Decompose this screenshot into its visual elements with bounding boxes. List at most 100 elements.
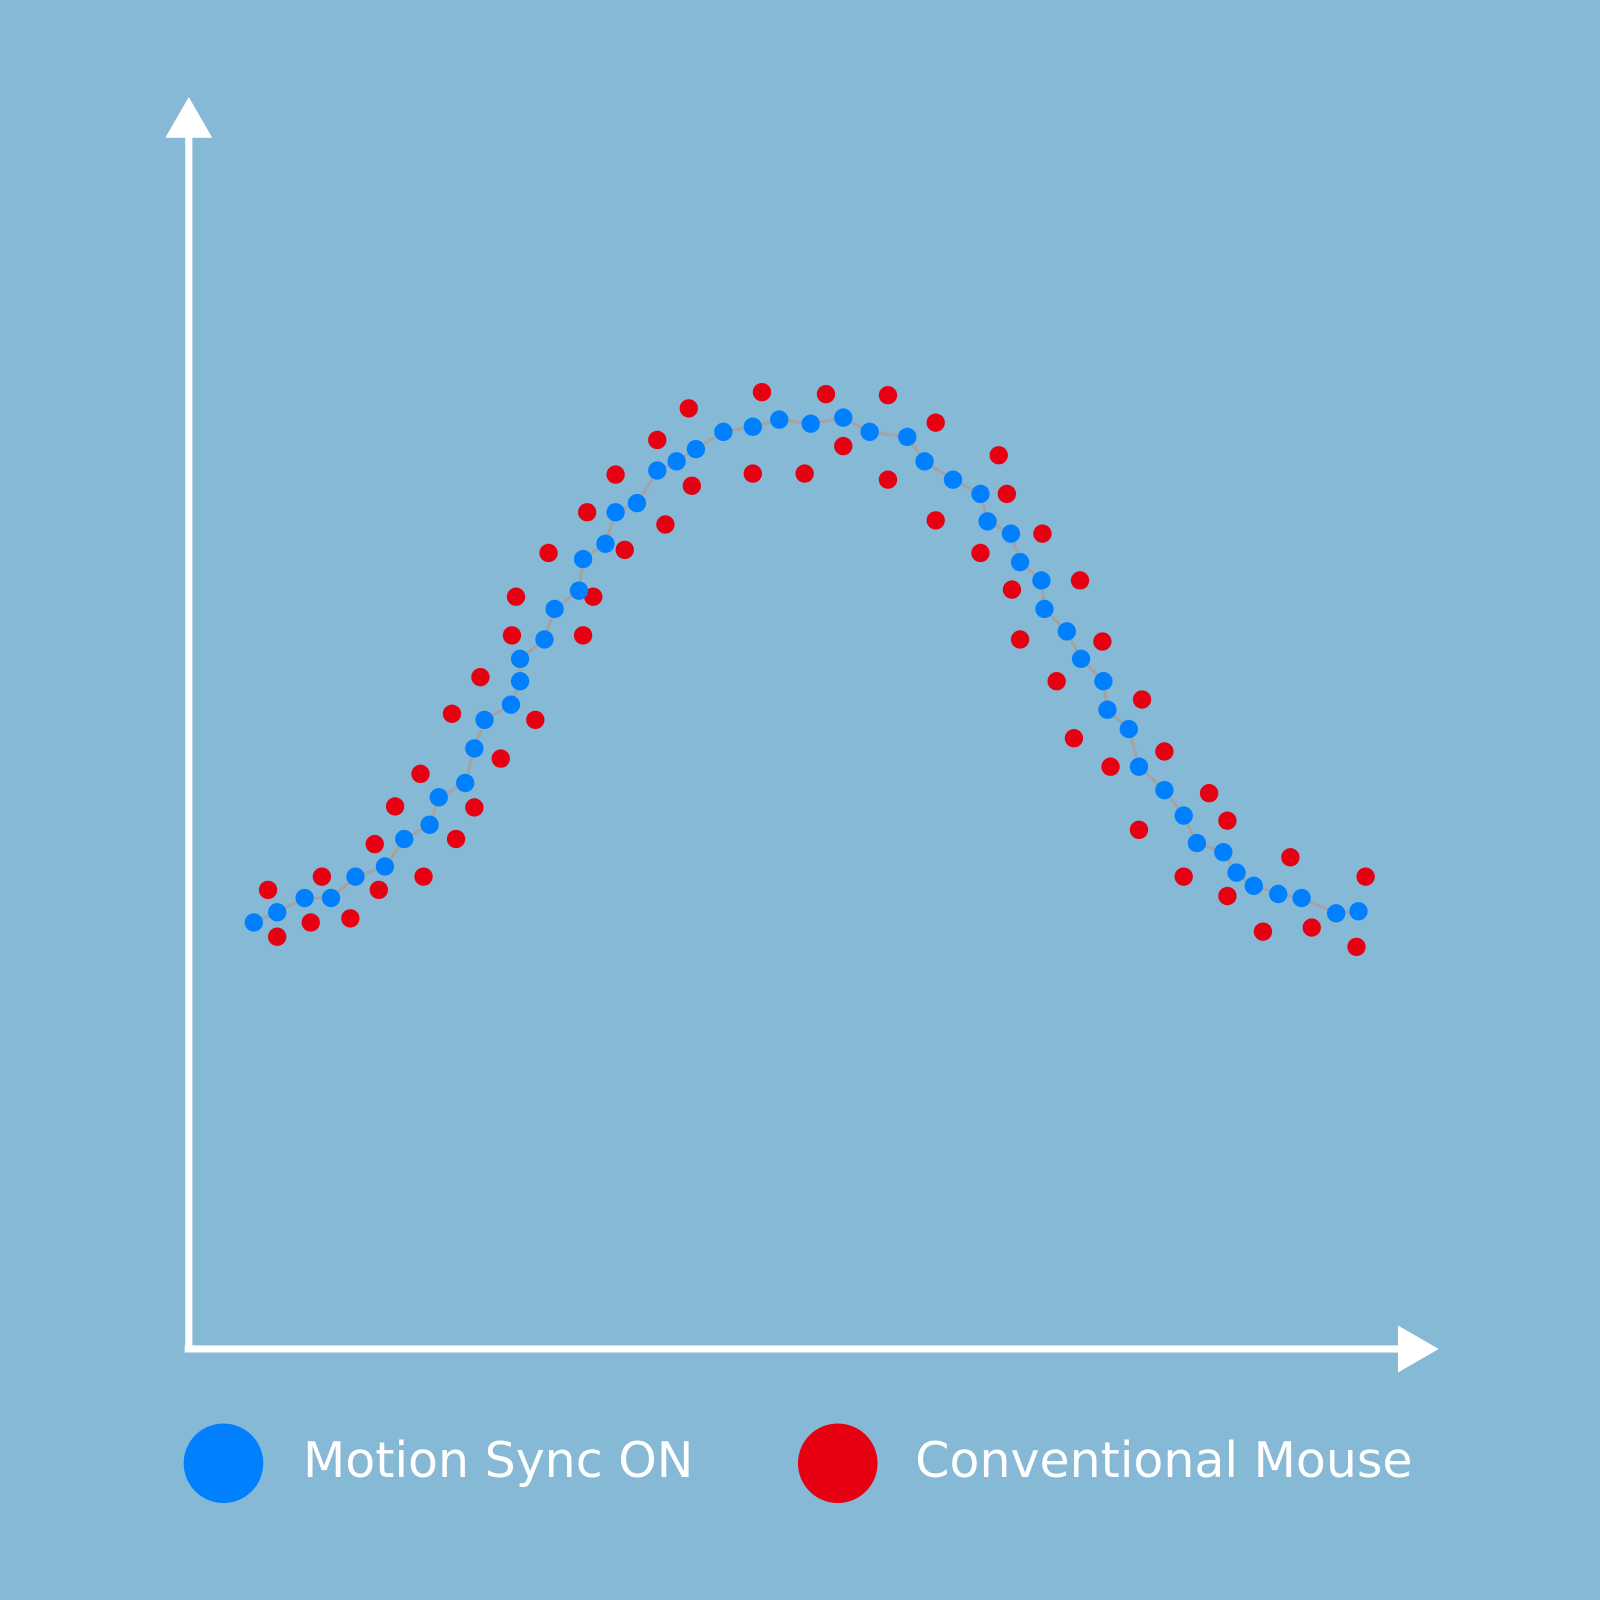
data-point — [648, 461, 667, 480]
data-point — [978, 512, 997, 531]
data-point — [679, 399, 698, 418]
data-point — [1155, 742, 1174, 761]
data-point — [442, 704, 462, 723]
data-point — [1033, 524, 1052, 543]
data-point — [770, 410, 789, 429]
data-point — [573, 626, 593, 645]
data-point — [268, 903, 287, 922]
data-point — [615, 540, 634, 560]
data-point — [341, 909, 360, 928]
data-point — [834, 408, 853, 427]
data-point — [1035, 599, 1054, 619]
data-point — [1064, 729, 1084, 748]
legend-label: Conventional Mouse — [915, 1432, 1412, 1489]
data-point — [510, 649, 530, 669]
data-point — [997, 484, 1017, 504]
data-point — [752, 382, 772, 402]
data-point — [686, 439, 706, 459]
data-point — [471, 667, 490, 687]
data-point — [1174, 867, 1193, 886]
data-point — [1129, 757, 1149, 776]
data-point — [465, 798, 484, 817]
data-point — [584, 587, 603, 606]
data-point — [1129, 820, 1149, 840]
data-point — [915, 452, 934, 471]
data-point — [1098, 700, 1117, 719]
data-point — [943, 470, 963, 489]
data-point — [801, 414, 820, 433]
data-point — [429, 788, 448, 807]
data-point — [878, 470, 898, 489]
data-point — [878, 386, 898, 405]
legend: Motion Sync ON Conventional Mouse — [183, 1423, 1413, 1504]
data-point — [545, 599, 564, 619]
data-point — [1057, 622, 1077, 641]
data-point — [501, 695, 521, 714]
data-point — [1071, 649, 1091, 669]
data-point — [1174, 806, 1193, 825]
data-point — [456, 773, 475, 793]
legend-label: Motion Sync ON — [303, 1432, 693, 1489]
data-point — [1244, 876, 1263, 896]
data-point — [795, 464, 814, 483]
data-point — [1269, 884, 1288, 904]
data-point — [898, 427, 917, 447]
data-point — [535, 630, 554, 649]
data-point — [369, 880, 388, 900]
data-point — [1227, 863, 1246, 882]
data-point — [1253, 922, 1273, 941]
data-point — [244, 913, 263, 932]
data-point — [1281, 848, 1300, 867]
data-point — [667, 452, 686, 471]
x-axis-arrow — [1397, 1325, 1439, 1373]
data-point — [971, 484, 990, 504]
data-point — [502, 626, 522, 645]
data-point — [682, 476, 702, 495]
data-point — [1155, 780, 1174, 800]
data-point — [420, 815, 439, 834]
data-point — [656, 515, 675, 534]
data-point — [577, 503, 597, 522]
data-point — [816, 384, 836, 404]
data-point — [475, 710, 494, 730]
data-point — [491, 749, 510, 768]
data-point — [627, 493, 647, 513]
data-point — [1356, 867, 1375, 886]
data-point — [606, 503, 625, 522]
data-point — [606, 465, 625, 484]
data-point — [539, 543, 558, 563]
data-point — [596, 534, 615, 553]
data-point — [1218, 886, 1237, 906]
data-point — [295, 888, 314, 908]
data-point — [1101, 757, 1120, 776]
data-point — [1187, 833, 1207, 853]
data-point — [1119, 719, 1138, 739]
data-point — [834, 436, 853, 456]
data-point — [526, 710, 545, 730]
data-point — [569, 581, 589, 600]
data-point — [648, 430, 667, 450]
data-point — [1047, 672, 1066, 691]
data-point — [1326, 904, 1346, 923]
data-point — [301, 913, 320, 932]
data-point — [385, 797, 405, 816]
data-point — [268, 927, 287, 946]
data-point — [346, 867, 365, 886]
data-point — [506, 587, 526, 606]
data-point — [860, 422, 879, 442]
data-point — [1002, 580, 1022, 599]
data-point — [1199, 784, 1219, 803]
data-point — [414, 867, 433, 886]
data-point — [1349, 902, 1368, 921]
data-point — [1292, 888, 1311, 908]
data-point — [1094, 672, 1113, 691]
data-point — [1302, 918, 1321, 937]
plot-area — [165, 96, 1439, 1373]
data-point — [743, 464, 762, 483]
data-point — [971, 543, 990, 563]
data-point — [1010, 552, 1030, 572]
data-point — [446, 829, 466, 849]
data-point — [312, 867, 332, 886]
